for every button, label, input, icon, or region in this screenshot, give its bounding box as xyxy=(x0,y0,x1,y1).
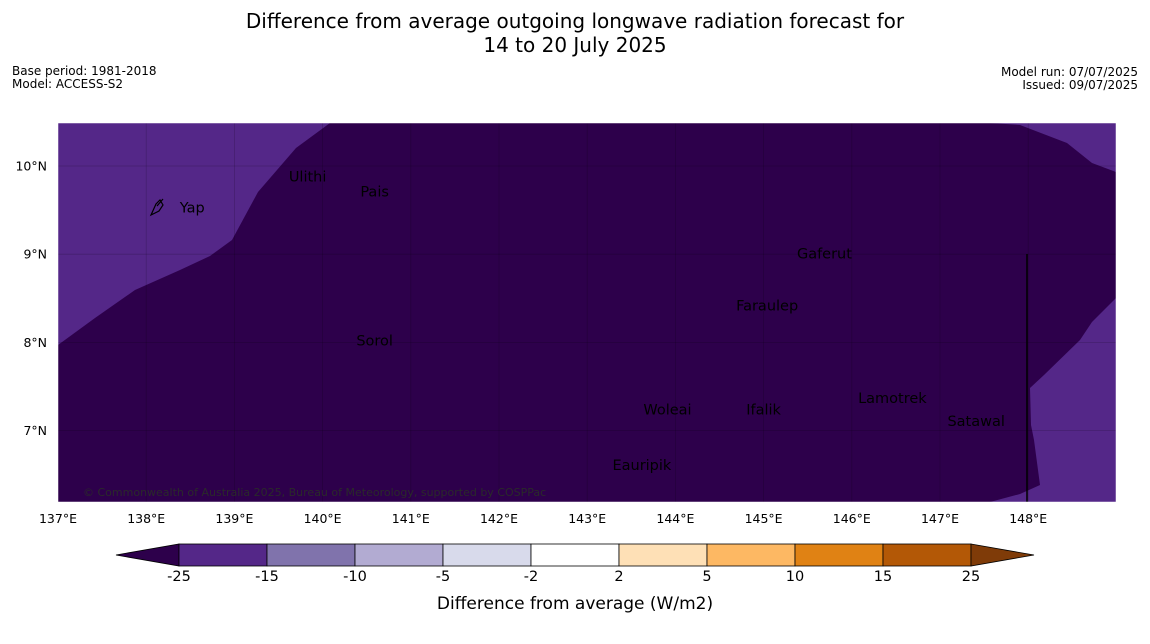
y-tick-label: 7°N xyxy=(23,423,47,438)
colorbar-segment xyxy=(706,543,796,567)
colorbar-segment xyxy=(530,543,620,567)
model-text: Model: ACCESS-S2 xyxy=(12,77,124,91)
title-line-1: Difference from average outgoing longwav… xyxy=(245,9,905,33)
colorbar-tick-label: 2 xyxy=(614,569,624,585)
x-tick-label: 148°E xyxy=(1009,511,1047,526)
colorbar-segment xyxy=(618,543,708,567)
x-tick-label: 147°E xyxy=(921,511,959,526)
colorbar-tick-label: 15 xyxy=(873,569,893,585)
colorbar-segment xyxy=(882,543,972,567)
longitude-tick-labels: 137°E 138°E 139°E 140°E 141°E 142°E 143°E 144°E… xyxy=(39,511,1047,526)
colorbar-tick-label: -10 xyxy=(343,569,367,585)
colorbar-tick-label: 25 xyxy=(961,569,981,585)
place-label-ifalik[interactable]: Ifalik xyxy=(746,402,781,418)
issued-text: Issued: 09/07/2025 xyxy=(1022,78,1138,92)
anomaly-region-northwest xyxy=(58,123,330,345)
x-tick-label: 138°E xyxy=(127,511,165,526)
x-tick-label: 140°E xyxy=(304,511,342,526)
colorbar-tick-label: -25 xyxy=(167,569,191,585)
y-tick-label: 10°N xyxy=(15,159,47,174)
place-label-gaferut[interactable]: Gaferut xyxy=(797,246,852,262)
place-label-ulithi[interactable]: Ulithi xyxy=(289,170,327,186)
x-tick-label: 141°E xyxy=(392,511,430,526)
map-panel[interactable]: Ulithi Yap Pais Gaferut Faraulep Sorol Lamotre… xyxy=(58,123,1116,502)
place-label-sorol[interactable]: Sorol xyxy=(356,334,393,350)
metadata-left: Base period: 1981-2018 Model: ACCESS-S2 xyxy=(12,65,157,91)
model-run-text: Model run: 07/07/2025 xyxy=(1000,65,1138,79)
title-line-2: 14 to 20 July 2025 xyxy=(483,33,667,57)
place-label-yap[interactable]: Yap xyxy=(179,200,205,216)
x-tick-label: 145°E xyxy=(745,511,783,526)
y-tick-label: 9°N xyxy=(23,247,47,262)
colorbar-label: Difference from average (W/m2) xyxy=(436,594,714,614)
map-frame xyxy=(57,122,1117,503)
colorbar-segment xyxy=(442,543,532,567)
x-tick-label: 143°E xyxy=(568,511,606,526)
place-label-woleai[interactable]: Woleai xyxy=(643,402,691,418)
place-label-satawal[interactable]: Satawal xyxy=(947,414,1004,430)
anomaly-region-southeast xyxy=(990,298,1116,502)
colorbar-boxes xyxy=(178,543,972,567)
colorbar-tick-label: -2 xyxy=(523,569,539,585)
colorbar-segment xyxy=(266,543,356,567)
x-tick-label: 144°E xyxy=(656,511,694,526)
base-period-text: Base period: 1981-2018 xyxy=(12,64,157,78)
colorbar xyxy=(115,543,1035,567)
place-label-pais[interactable]: Pais xyxy=(360,185,389,201)
colorbar-segment xyxy=(354,543,444,567)
colorbar-tick-label: 10 xyxy=(785,569,805,585)
colorbar-segment xyxy=(178,543,268,567)
anomaly-region-northeast xyxy=(990,123,1116,172)
x-tick-label: 139°E xyxy=(215,511,253,526)
y-tick-label: 8°N xyxy=(23,335,47,350)
place-label-faraulep[interactable]: Faraulep xyxy=(736,298,798,314)
x-tick-label: 142°E xyxy=(480,511,518,526)
colorbar-segment xyxy=(794,543,884,567)
colorbar-tick-label: -5 xyxy=(435,569,451,585)
colorbar-over-triangle xyxy=(970,543,1035,567)
colorbar-tick-label: -15 xyxy=(255,569,279,585)
chart-title: Difference from average outgoing longwav… xyxy=(0,9,1150,57)
metadata-right: Model run: 07/07/2025 Issued: 09/07/2025 xyxy=(1001,66,1138,92)
x-tick-label: 146°E xyxy=(833,511,871,526)
colorbar-tick-label: 5 xyxy=(702,569,712,585)
place-label-eauripik[interactable]: Eauripik xyxy=(612,458,671,474)
copyright-text: © Commonwealth of Australia 2025, Bureau… xyxy=(83,486,546,499)
place-labels: Ulithi Yap Pais Gaferut Faraulep Sorol Lamotre… xyxy=(179,170,1005,474)
colorbar-under-triangle xyxy=(115,543,180,567)
yap-island-outline xyxy=(149,198,164,217)
place-label-lamotrek[interactable]: Lamotrek xyxy=(858,391,927,407)
map-gridlines xyxy=(58,123,1116,502)
latitude-tick-labels: 10°N 9°N 8°N 7°N xyxy=(15,159,47,439)
x-tick-label: 137°E xyxy=(39,511,77,526)
